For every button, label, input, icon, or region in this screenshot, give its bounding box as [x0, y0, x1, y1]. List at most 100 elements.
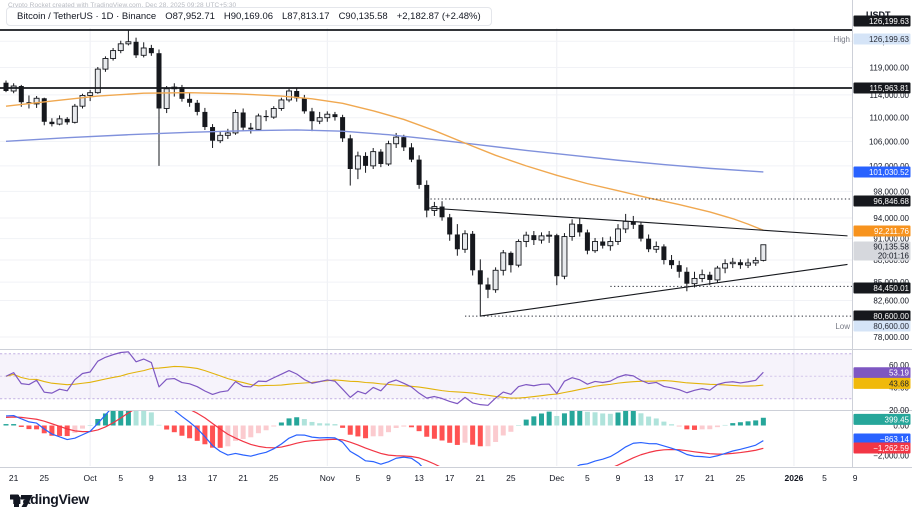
svg-text:21: 21	[476, 473, 486, 483]
svg-text:60.00: 60.00	[889, 361, 910, 370]
svg-text:114,000.00: 114,000.00	[870, 91, 910, 100]
svg-text:88,000.00: 88,000.00	[873, 256, 909, 265]
tradingview-logo[interactable]: TradingView	[10, 491, 89, 507]
svg-text:9: 9	[149, 473, 154, 483]
svg-text:80,600.00: 80,600.00	[873, 322, 909, 331]
symbol-legend[interactable]: Bitcoin / TetherUS · 1D · Binance O87,95…	[6, 7, 492, 26]
svg-text:9: 9	[386, 473, 391, 483]
svg-text:2026: 2026	[784, 473, 803, 483]
svg-text:102,000.00: 102,000.00	[869, 162, 910, 171]
svg-text:21: 21	[238, 473, 248, 483]
svg-text:94,000.00: 94,000.00	[873, 214, 909, 223]
svg-text:91,000.00: 91,000.00	[873, 235, 909, 244]
svg-text:80,600.00: 80,600.00	[873, 312, 909, 321]
macd-histogram	[3, 411, 766, 448]
price-axis-label: −863.14	[853, 433, 911, 445]
svg-text:101,030.52: 101,030.52	[869, 168, 910, 177]
svg-text:43.68: 43.68	[889, 379, 910, 388]
price-axis-label: 80,600.00	[853, 320, 911, 332]
svg-text:5: 5	[585, 473, 590, 483]
svg-text:82,600.00: 82,600.00	[873, 296, 909, 305]
svg-text:13: 13	[644, 473, 654, 483]
svg-text:9: 9	[853, 473, 858, 483]
price-axis-label: 399.45	[853, 413, 911, 425]
svg-text:78,000.00: 78,000.00	[873, 333, 909, 342]
ma-orange-line	[5, 91, 764, 231]
price-axis-label: 80,600.00	[853, 310, 911, 322]
svg-text:High: High	[834, 35, 850, 44]
ma-blue-line	[5, 129, 764, 173]
svg-text:126,199.63: 126,199.63	[869, 17, 910, 26]
gridlines	[0, 28, 852, 466]
drawings[interactable]	[0, 29, 852, 317]
price-axis-label: 101,030.52	[853, 166, 911, 178]
svg-text:96,846.68: 96,846.68	[873, 197, 909, 206]
svg-text:0.00: 0.00	[893, 422, 909, 431]
candlestick-series[interactable]	[3, 30, 767, 317]
price-axis-label: 115,963.81	[853, 82, 911, 94]
svg-text:USDT: USDT	[866, 10, 891, 20]
price-axis-label: 43.68	[853, 377, 911, 389]
ohlc-high: H90,169.06	[223, 11, 274, 22]
svg-text:Low: Low	[835, 322, 850, 331]
price-axis-label: 92,211.76	[853, 225, 911, 237]
price-axis-label: 96,846.68	[853, 195, 911, 207]
svg-text:20.00: 20.00	[889, 406, 910, 415]
svg-text:21: 21	[705, 473, 715, 483]
svg-text:−2,000.00: −2,000.00	[873, 451, 909, 460]
svg-text:126,199.63: 126,199.63	[869, 35, 910, 44]
svg-text:25: 25	[736, 473, 746, 483]
svg-text:5: 5	[118, 473, 123, 483]
svg-text:119,000.00: 119,000.00	[870, 64, 910, 73]
pane-separators[interactable]	[0, 0, 912, 468]
macd-lines	[5, 411, 764, 466]
rsi-band	[0, 353, 852, 400]
moving-averages	[5, 91, 764, 231]
price-change: +2,182.87 (+2.48%)	[396, 11, 481, 22]
price-axis-label: 53.19	[853, 367, 911, 379]
svg-text:25: 25	[269, 473, 279, 483]
time-axis[interactable]: 21 25 Oct 5 9 13 17 21 25 Nov 5 9 13 17 21 25 Dec 5 9 13 17 2…	[9, 473, 858, 483]
tradingview-logo-icon	[10, 495, 33, 507]
rsi-lines	[5, 351, 764, 406]
svg-text:21: 21	[9, 473, 19, 483]
symbol-title[interactable]: Bitcoin / TetherUS · 1D · Binance	[17, 11, 157, 22]
svg-text:53.19: 53.19	[889, 369, 910, 378]
high-low-markers: High Low	[834, 35, 851, 331]
ohlc-low: L87,813.17	[282, 11, 330, 22]
svg-text:17: 17	[208, 473, 218, 483]
svg-text:90,135.58: 90,135.58	[873, 242, 909, 251]
svg-text:13: 13	[414, 473, 424, 483]
svg-text:399.45: 399.45	[885, 415, 910, 424]
svg-text:25: 25	[506, 473, 516, 483]
svg-text:Nov: Nov	[320, 473, 336, 483]
svg-text:92,211.76: 92,211.76	[874, 227, 910, 236]
svg-text:Dec: Dec	[549, 473, 565, 483]
watermark-text: Crypto Rocket created with TradingView.c…	[8, 2, 237, 9]
svg-text:17: 17	[674, 473, 684, 483]
svg-text:Oct: Oct	[84, 473, 98, 483]
svg-text:110,000.00: 110,000.00	[870, 114, 910, 123]
svg-text:5: 5	[356, 473, 361, 483]
svg-text:115,963.81: 115,963.81	[870, 84, 910, 93]
svg-text:20:01:16: 20:01:16	[878, 251, 910, 260]
svg-text:106,000.00: 106,000.00	[869, 137, 910, 146]
price-axis-label: −1,262.59	[853, 442, 911, 454]
ohlc-open: O87,952.71	[165, 11, 215, 22]
svg-text:−863.14: −863.14	[880, 435, 910, 444]
ohlc-close: C90,135.58	[338, 11, 388, 22]
svg-text:9: 9	[616, 473, 621, 483]
price-axis-label: 126,199.63	[853, 15, 911, 27]
svg-text:13: 13	[177, 473, 187, 483]
svg-text:−1,262.59: −1,262.59	[873, 444, 909, 453]
svg-text:84,450.01: 84,450.01	[873, 284, 909, 293]
price-axis-label: 126,199.63	[853, 33, 911, 45]
svg-text:98,000.00: 98,000.00	[873, 187, 909, 196]
svg-text:5: 5	[822, 473, 827, 483]
price-axis-label: 84,450.01	[853, 282, 911, 294]
svg-text:17: 17	[445, 473, 455, 483]
svg-text:25: 25	[40, 473, 50, 483]
